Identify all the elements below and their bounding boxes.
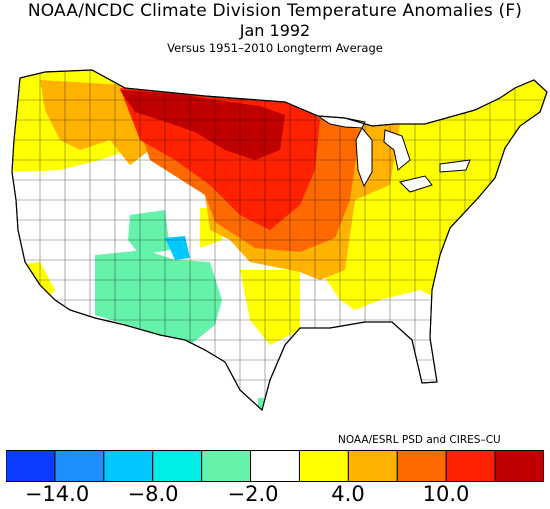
legend-tick-label: −14.0: [24, 482, 90, 506]
us-climate-division-map: [11, 69, 548, 412]
anomaly-region-cyan: [165, 236, 190, 260]
legend-tick-labels: −14.0 −8.0 −2.0 4.0 10.0: [0, 482, 550, 509]
anomaly-region-dark-red: [120, 90, 285, 160]
color-legend: [6, 450, 544, 482]
legend-tick-label: 4.0: [331, 482, 365, 506]
legend-color-box: [152, 450, 203, 482]
legend-color-box: [396, 450, 447, 482]
map-subtitle: Versus 1951–2010 Longterm Average: [167, 41, 383, 55]
map-title: NOAA/NCDC Climate Division Temperature A…: [27, 1, 523, 21]
legend-color-box: [445, 450, 496, 482]
data-credit: NOAA/ESRL PSD and CIRES–CU: [338, 434, 501, 446]
anomaly-region-yellow: [12, 70, 547, 345]
legend-color-box: [494, 450, 544, 482]
great-lakes: [316, 115, 471, 193]
legend-color-box: [54, 450, 105, 482]
legend-color-box: [298, 450, 349, 482]
legend-color-box: [347, 450, 398, 482]
legend-color-box: [250, 450, 300, 482]
legend-tick-label: 10.0: [422, 482, 470, 506]
legend-color-box: [201, 450, 252, 482]
legend-color-box: [103, 450, 154, 482]
us-land: [11, 69, 548, 412]
legend-color-box: [6, 450, 56, 482]
legend-tick-label: −8.0: [127, 482, 179, 506]
map-period: Jan 1992: [239, 21, 311, 40]
legend-tick-label: −2.0: [227, 482, 279, 506]
